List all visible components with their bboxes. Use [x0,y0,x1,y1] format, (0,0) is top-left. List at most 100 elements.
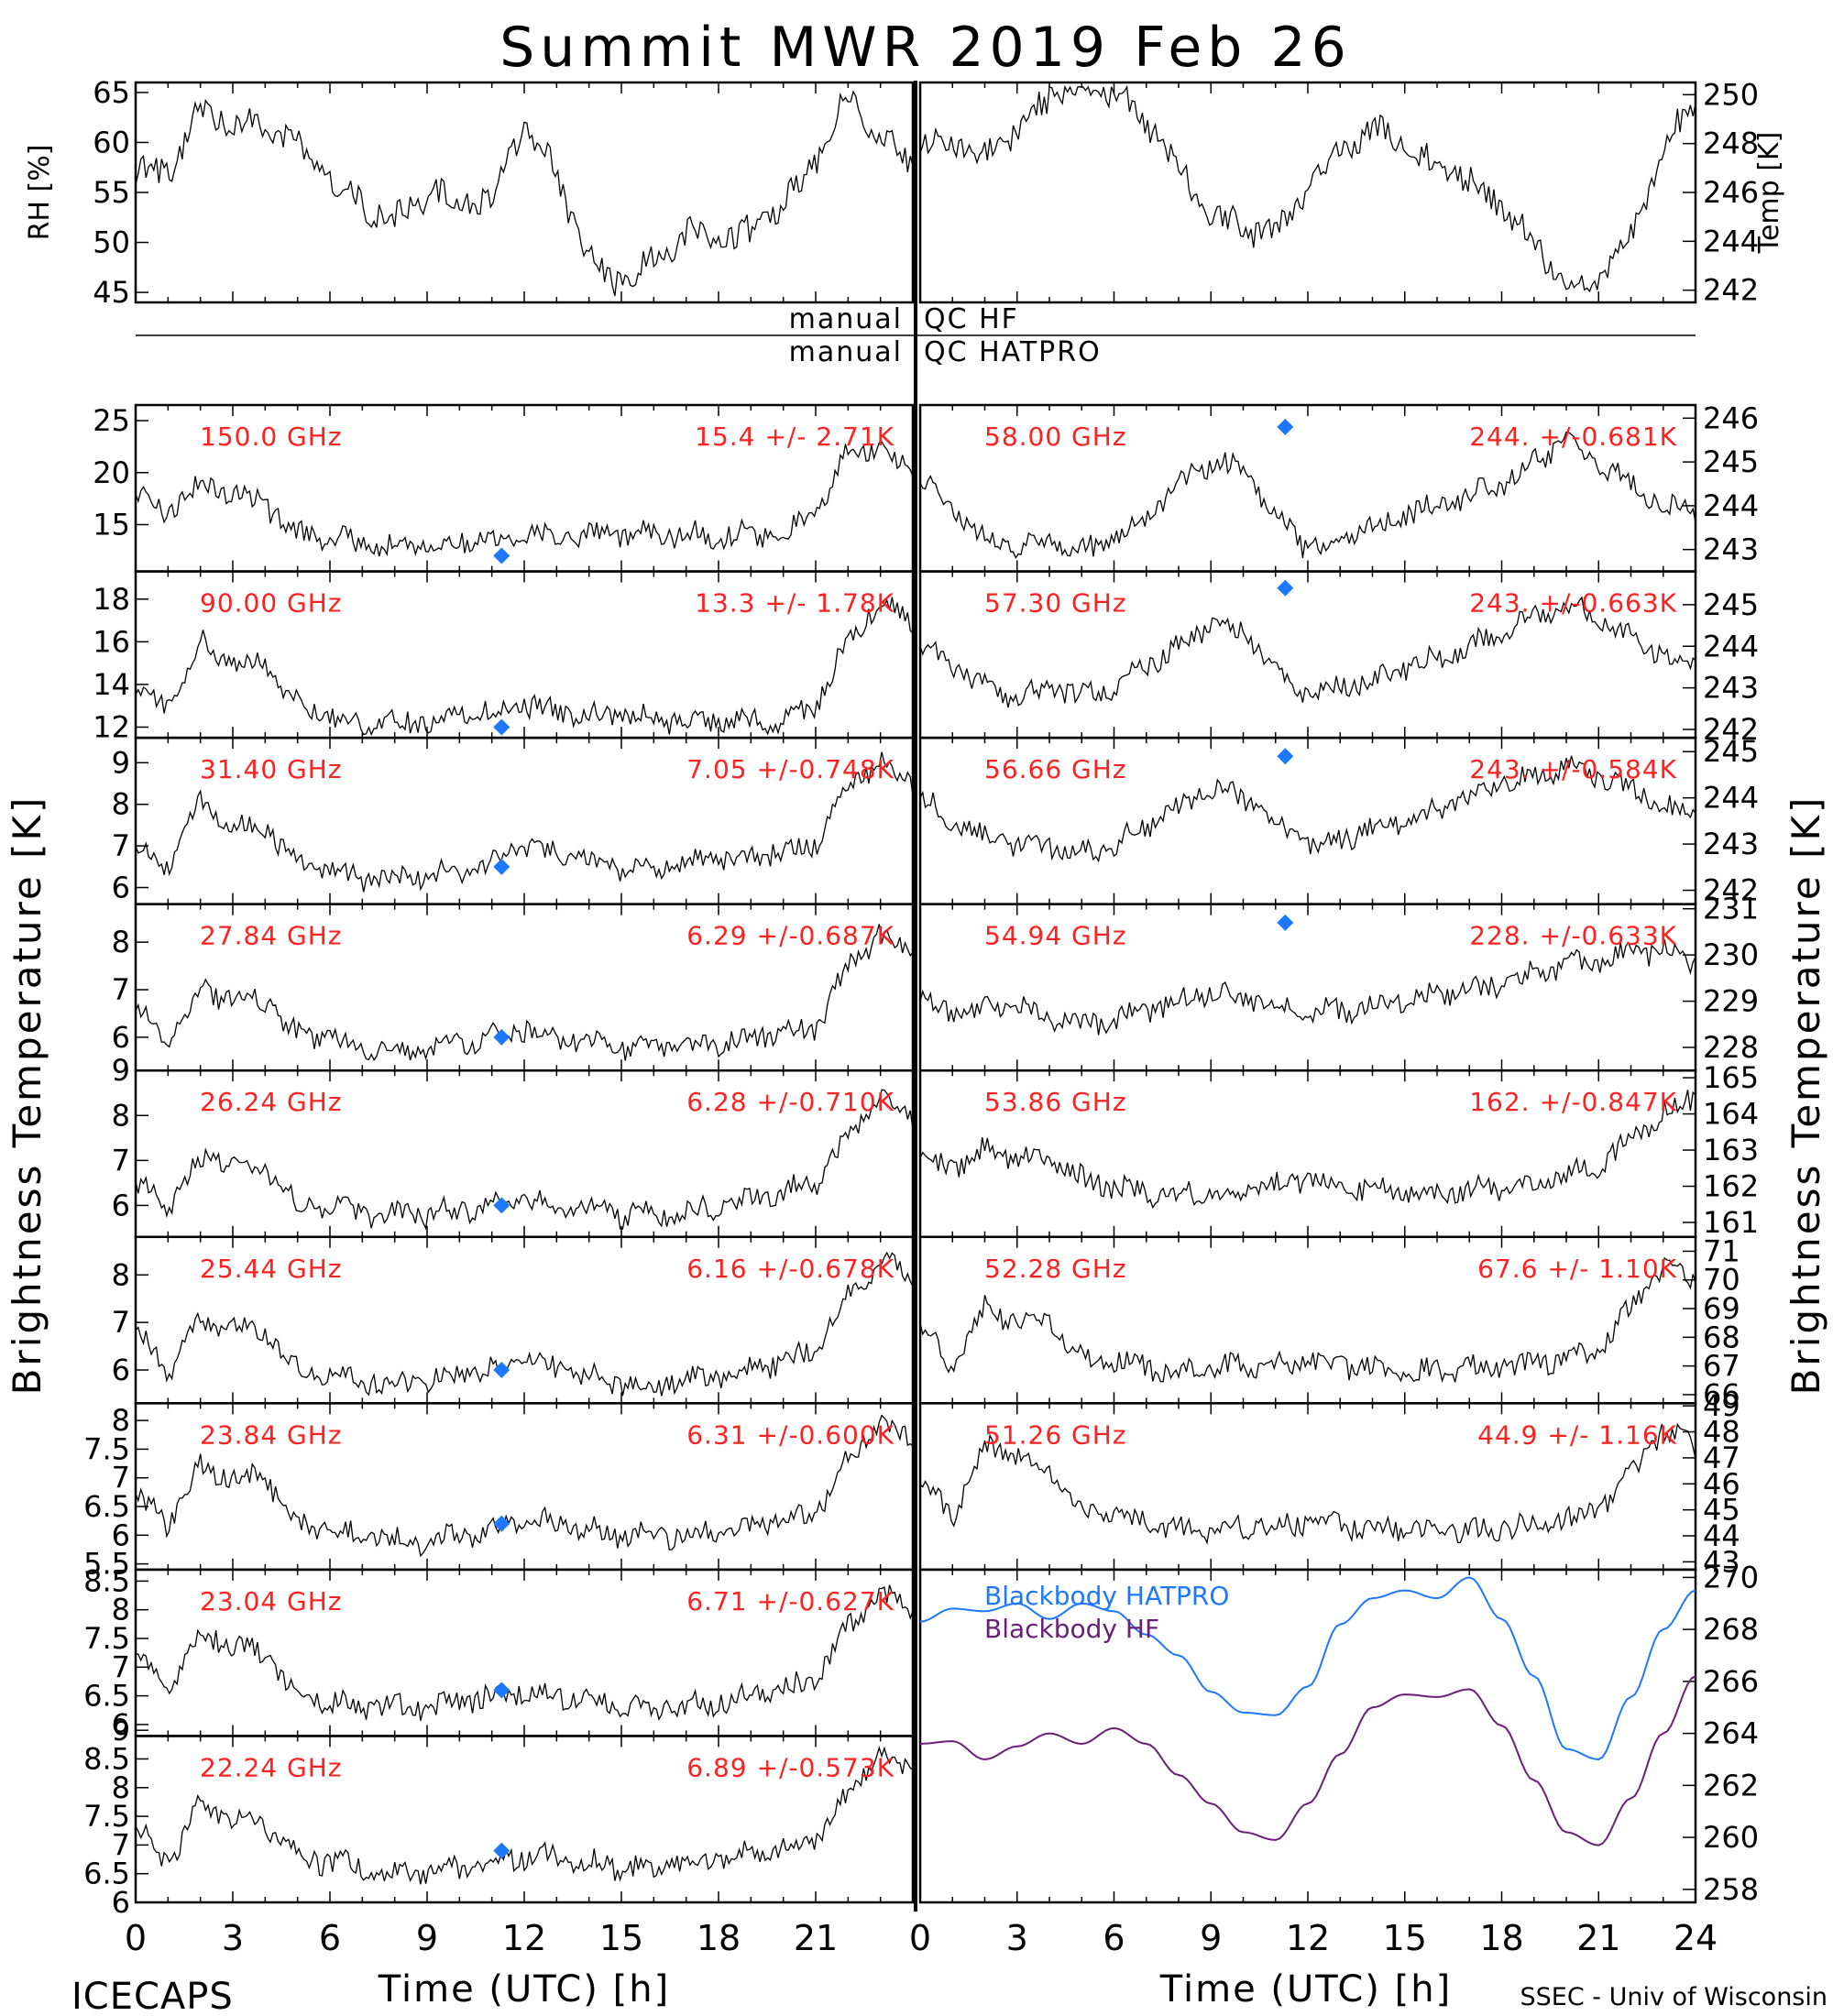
y-tick-label: 244 [1703,224,1759,258]
y-tick-label: 244 [1703,629,1759,663]
panel-c90: 12 14 16 18 90.00 GHz 13.3 +/- 1.78K [93,570,915,744]
y-tick-label: 6 [112,1188,130,1222]
sounding-marker [493,1028,510,1046]
series-line [919,939,1696,1035]
y-tick-label: 228 [1703,1030,1759,1065]
y-tick-label: 46 [1703,1466,1740,1501]
y-tick-label: 6 [112,871,130,905]
y-tick-label: 7.5 [83,1799,130,1834]
y-tick-label: 12 [93,709,130,744]
y-tick-label: 66 [1703,1377,1740,1412]
panel-c5730: 242 243 244 245 57.30 GHz 243. +/-0.663K [918,570,1759,747]
y-tick-label: 245 [1703,587,1759,622]
y-tick-label: 248 [1703,126,1759,161]
series-line [135,1251,914,1397]
y-tick-label: 8 [112,1770,130,1805]
y-tick-label: 6 [112,1517,130,1552]
series-line [135,597,914,737]
channel-stats-label: 7.05 +/-0.748K [686,754,895,784]
y-tick-label: 161 [1703,1205,1759,1240]
y-tick-label: 229 [1703,984,1759,1019]
y-tick-label: 68 [1703,1320,1740,1354]
qc-label-manual-hf: manual [789,303,903,335]
panel-c2304: 66.577.588.5 23.04 GHz 6.71 +/-0.627K [83,1563,915,1742]
y-tick-label: 49 [1703,1388,1740,1423]
y-tick-label: 245 [1703,734,1759,769]
panel-c5666: 242 243 244 245 56.66 GHz 243. +/-0.584K [918,734,1759,908]
channel-frequency-label: 23.84 GHz [200,1419,343,1450]
legend-label: Blackbody HATPRO [984,1581,1229,1611]
channel-frequency-label: 56.66 GHz [984,754,1127,784]
panel-y-label: Temp [K] [1753,132,1785,255]
channel-stats-label: 6.29 +/-0.687K [686,921,895,951]
y-tick-label: 15 [93,507,130,542]
series-line [919,596,1696,708]
qc-label-hatpro: QC HATPRO [924,336,1102,368]
y-tick-label: 9 [112,745,130,780]
series-line [919,431,1696,560]
channel-frequency-label: 54.94 GHz [984,921,1127,951]
chart-title: Summit MWR 2019 Feb 26 [499,16,1352,80]
sounding-marker [493,547,510,564]
panel-c2624: 6 7 8 9 26.24 GHz 6.28 +/-0.710K [112,1053,915,1239]
x-tick-label: 12 [1286,1918,1330,1958]
qc-label-manual-hatpro: manual [789,336,903,368]
panel-c150: 15 20 25 150.0 GHz 15.4 +/- 2.71K [93,403,915,573]
y-tick-label: 7 [112,828,130,863]
x-tick-label: 0 [125,1918,147,1958]
sounding-marker [1277,748,1294,765]
y-tick-label: 60 [93,125,130,159]
y-tick-label: 50 [93,225,130,260]
y-tick-label: 246 [1703,400,1759,435]
panel-rh: 45 50 55 60 65 RH [%] [24,75,915,310]
y-axis-label-right: Brightness Temperature [K] [1784,795,1828,1396]
y-tick-label: 8 [112,925,130,959]
panel-blackbody: 258 260 262 264 266 268 270 Blackbody HATPROBla… [918,1560,1759,1907]
y-tick-label: 243 [1703,671,1759,706]
y-tick-label: 45 [1703,1493,1740,1528]
channel-stats-label: 243. +/-0.584K [1469,754,1677,784]
sounding-marker [493,1842,510,1859]
y-tick-label: 266 [1703,1664,1759,1699]
y-tick-label: 230 [1703,937,1759,972]
y-tick-label: 7 [112,1143,130,1178]
y-tick-label: 246 [1703,175,1759,210]
series-line [919,1090,1696,1210]
channel-stats-label: 6.31 +/-0.600K [686,1419,895,1450]
y-tick-label: 6.5 [83,1679,130,1714]
x-tick-label: 21 [794,1918,838,1958]
y-tick-label: 264 [1703,1716,1759,1751]
y-tick-label: 231 [1703,892,1759,926]
y-tick-label: 43 [1703,1544,1740,1579]
y-tick-label: 6.5 [83,1489,130,1524]
y-tick-label: 71 [1703,1233,1740,1268]
channel-frequency-label: 27.84 GHz [200,921,343,951]
y-tick-label: 7 [112,1649,130,1684]
y-tick-label: 242 [1703,273,1759,308]
y-tick-label: 268 [1703,1612,1759,1647]
x-tick-label: 15 [599,1918,643,1958]
channel-frequency-label: 90.00 GHz [200,588,343,619]
channel-frequency-label: 51.26 GHz [984,1419,1127,1450]
y-tick-label: 7 [112,1827,130,1862]
panel-c5800: 243 244 245 246 58.00 GHz 244. +/-0.681K [918,400,1759,573]
y-tick-label: 55 [93,175,130,210]
channel-stats-label: 162. +/-0.847K [1469,1087,1677,1117]
y-tick-label: 243 [1703,532,1759,567]
channel-stats-label: 67.6 +/- 1.10K [1477,1254,1677,1284]
y-tick-label: 162 [1703,1169,1759,1204]
x-tick-label: 6 [319,1918,341,1958]
y-axis-label-left: Brightness Temperature [K] [5,795,49,1396]
y-tick-label: 245 [1703,444,1759,479]
sounding-marker [1277,579,1294,597]
y-tick-label: 44 [1703,1518,1740,1553]
y-tick-label: 70 [1703,1263,1740,1298]
y-tick-label: 242 [1703,712,1759,747]
y-tick-label: 7 [112,972,130,1007]
y-tick-label: 243 [1703,827,1759,861]
y-tick-label: 6.5 [83,1857,130,1891]
series-line [135,1584,914,1721]
